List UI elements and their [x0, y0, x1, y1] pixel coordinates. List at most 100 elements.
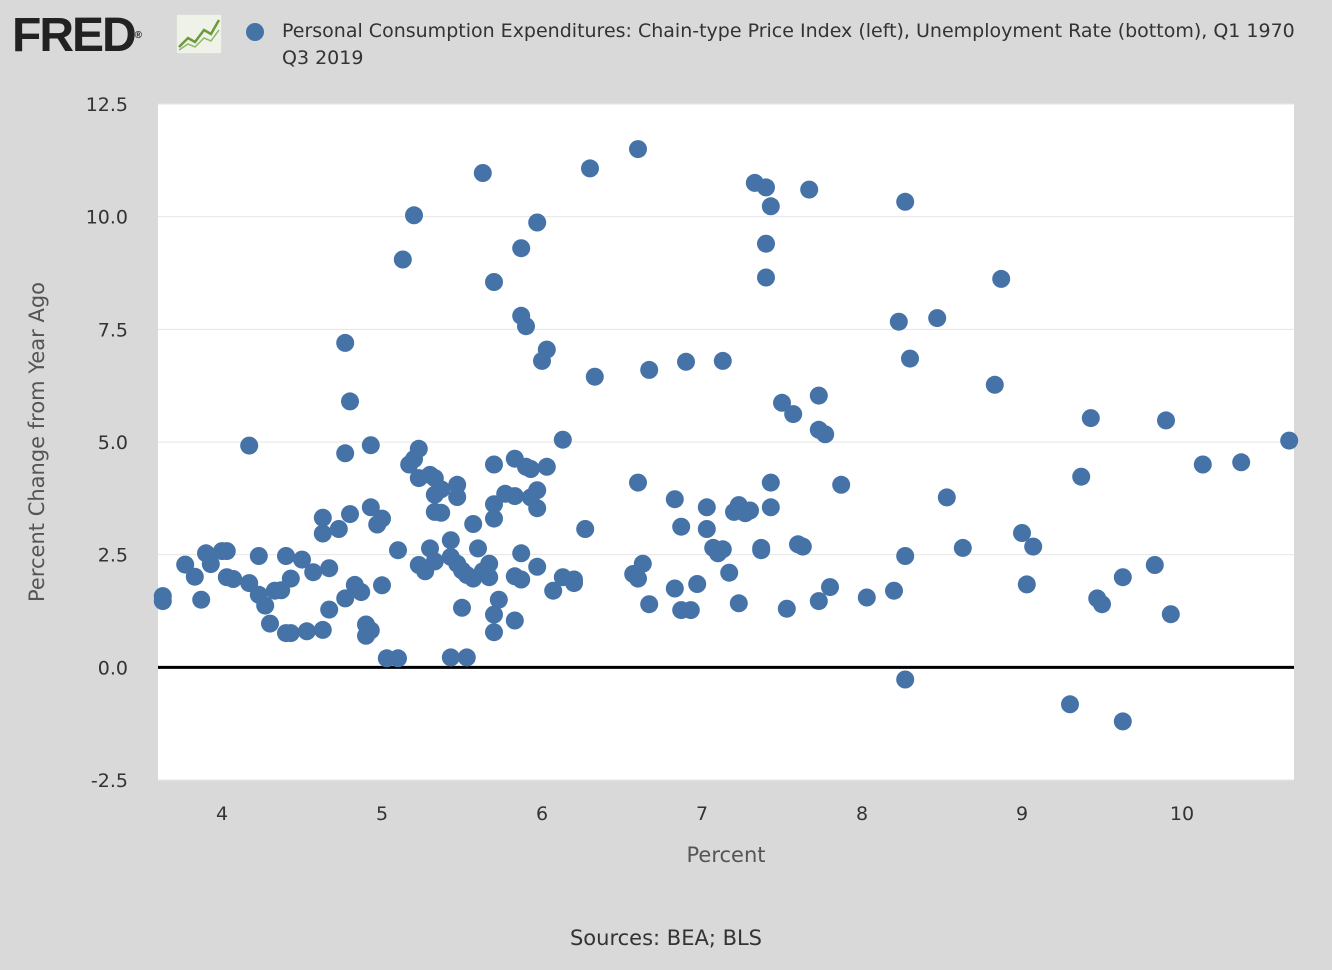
data-point — [1113, 712, 1132, 731]
data-point — [432, 503, 451, 522]
data-point — [389, 541, 407, 560]
data-point — [576, 520, 595, 538]
x-tick-label: 8 — [856, 803, 868, 825]
data-point — [761, 473, 780, 492]
data-point — [832, 475, 851, 494]
data-point — [1193, 455, 1212, 474]
data-point — [389, 649, 407, 668]
data-point — [361, 436, 380, 455]
data-point — [640, 595, 659, 614]
data-point — [473, 164, 492, 182]
data-point — [320, 600, 339, 619]
data-point — [176, 555, 195, 574]
data-point — [777, 599, 796, 618]
data-point — [261, 614, 279, 633]
data-point — [1024, 537, 1043, 556]
data-point — [896, 547, 915, 565]
data-point — [1113, 568, 1132, 587]
fred-graph-icon — [176, 14, 222, 54]
data-point — [1017, 575, 1036, 594]
data-point — [336, 444, 355, 463]
data-point — [720, 563, 739, 582]
data-point — [809, 592, 828, 611]
data-point — [489, 590, 508, 609]
data-point — [816, 425, 835, 444]
data-point — [432, 480, 451, 499]
data-point — [341, 392, 359, 411]
y-tick-label: 0.0 — [98, 657, 128, 679]
data-point — [528, 481, 547, 500]
data-point — [757, 234, 775, 253]
data-point — [928, 309, 947, 328]
x-tick-label: 5 — [376, 803, 388, 825]
data-point — [512, 544, 531, 563]
data-point — [256, 596, 275, 615]
data-point — [757, 178, 775, 197]
data-point — [505, 611, 524, 630]
data-point — [896, 670, 915, 689]
x-tick-label: 6 — [536, 803, 548, 825]
data-point — [553, 430, 572, 449]
data-point — [640, 360, 659, 379]
data-point — [405, 206, 423, 225]
data-point — [464, 515, 483, 533]
data-point — [453, 598, 471, 617]
x-axis-title: Percent — [686, 843, 765, 867]
data-point — [985, 375, 1004, 394]
data-point — [425, 552, 444, 571]
data-point — [329, 520, 348, 538]
data-point — [953, 538, 972, 557]
data-point — [313, 620, 332, 639]
data-point — [761, 498, 780, 517]
legend-label[interactable]: Personal Consumption Expenditures: Chain… — [282, 20, 1295, 69]
data-point — [249, 547, 268, 565]
scatter-chart: 12.5 10.0 7.5 5.0 2.5 0.0 -2.5 4 5 6 7 8 9 10 Percent P… — [25, 94, 1299, 867]
data-point — [528, 213, 547, 232]
data-point — [373, 576, 391, 595]
data-point — [713, 540, 732, 559]
data-point — [313, 508, 332, 527]
data-point — [1280, 431, 1299, 450]
data-point — [937, 488, 956, 507]
data-point — [485, 623, 503, 642]
data-point — [293, 550, 311, 569]
data-point — [629, 569, 647, 588]
x-tick-label: 9 — [1016, 803, 1028, 825]
data-point — [773, 393, 791, 412]
data-point — [565, 574, 583, 593]
data-point — [512, 239, 531, 258]
data-point — [1081, 409, 1100, 428]
data-point — [201, 555, 220, 574]
fred-logo[interactable]: FRED® — [12, 8, 142, 64]
data-point — [277, 547, 295, 565]
data-point — [697, 498, 716, 517]
data-point — [901, 349, 919, 368]
logo-text: FRED — [12, 9, 137, 62]
data-point — [821, 578, 839, 597]
data-point — [1013, 524, 1031, 542]
data-point — [885, 581, 903, 600]
data-point — [629, 473, 647, 492]
data-point — [665, 490, 684, 509]
data-point — [393, 250, 412, 269]
x-tick-label: 10 — [1170, 803, 1194, 825]
data-point — [1161, 605, 1180, 624]
data-point — [192, 590, 211, 609]
data-point — [517, 317, 535, 336]
data-point — [485, 509, 503, 528]
data-point — [741, 501, 759, 520]
data-point — [713, 351, 732, 370]
data-point — [697, 520, 716, 538]
data-point — [336, 589, 355, 608]
data-point — [341, 505, 359, 524]
data-point — [537, 457, 556, 476]
data-point — [889, 312, 908, 331]
data-point — [281, 569, 300, 588]
data-point — [441, 648, 460, 667]
data-point — [352, 583, 371, 602]
data-point — [581, 159, 599, 178]
data-point — [361, 498, 380, 517]
y-tick-label: 7.5 — [98, 319, 128, 341]
data-point — [896, 192, 915, 211]
data-point — [457, 648, 476, 667]
